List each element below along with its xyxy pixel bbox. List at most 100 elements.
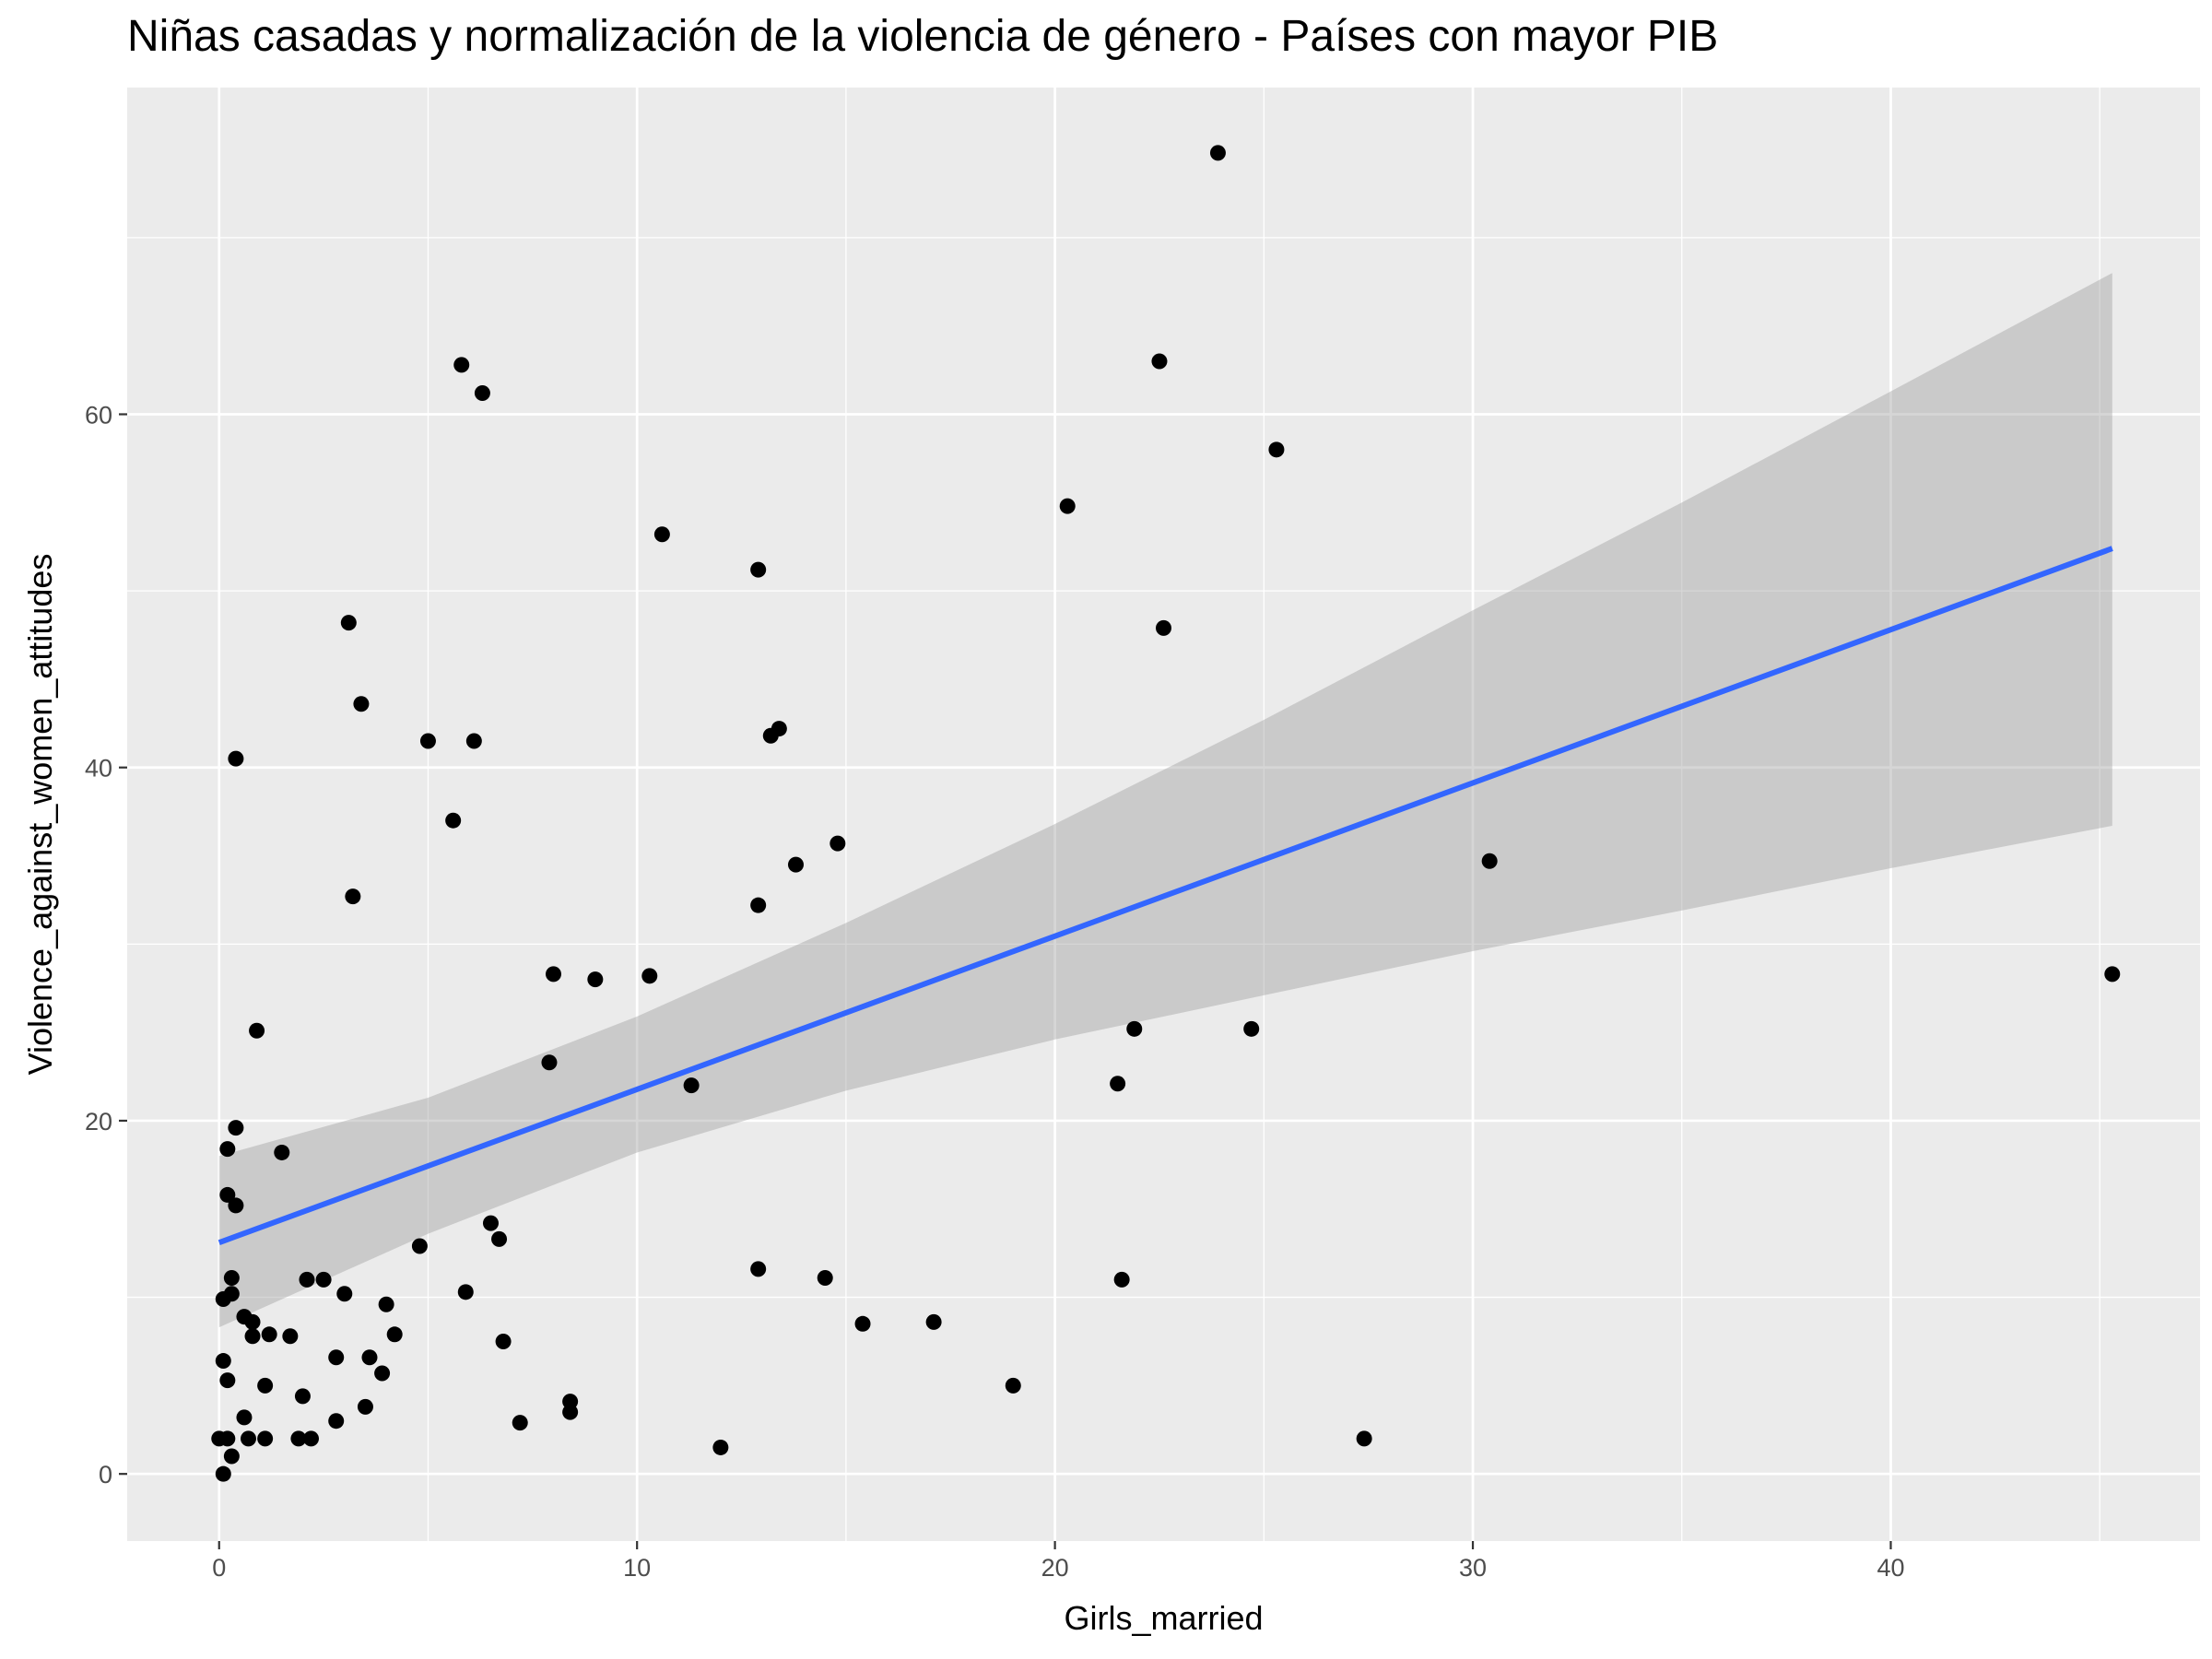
data-points [211,145,2121,1482]
data-point [345,888,361,905]
data-point [465,733,482,749]
data-point [219,1141,236,1158]
data-point [378,1296,394,1312]
data-point [294,1388,311,1405]
y-tick-label: 60 [85,401,112,429]
data-point [228,750,244,767]
data-point [453,357,470,373]
data-point [257,1377,274,1394]
data-point [457,1284,474,1300]
data-point [750,1261,767,1277]
data-point [1005,1377,1021,1394]
data-point [215,1465,231,1482]
data-point [641,968,658,984]
data-point [219,1186,236,1203]
data-point [223,1448,240,1465]
data-point [386,1326,403,1343]
data-point [1268,441,1285,458]
data-point [830,835,846,852]
minor-gridlines [127,88,2200,1541]
data-point [299,1271,315,1288]
data-point [712,1439,729,1455]
data-point [683,1077,700,1094]
data-point [357,1398,373,1415]
data-point [215,1353,231,1370]
data-point [1059,498,1076,514]
data-point [2104,966,2121,982]
data-point [353,696,370,712]
data-point [228,1120,244,1136]
data-point [653,526,670,543]
data-point [587,971,604,988]
confidence-ribbon [218,273,2112,1328]
data-point [854,1315,871,1332]
data-point [374,1365,391,1382]
data-point [495,1333,512,1349]
trend-line [218,546,2113,1245]
data-point [562,1394,579,1410]
data-point [1209,145,1226,161]
data-point [474,384,490,401]
x-axis-ticks: 0 10 20 30 40 [212,1541,1904,1582]
data-point [925,1313,942,1330]
y-tick-label: 40 [85,755,112,782]
data-point [817,1269,833,1286]
data-point [328,1349,345,1366]
x-tick-label: 20 [1041,1554,1069,1582]
data-point [541,1054,558,1071]
data-point [1126,1020,1143,1037]
data-point [545,966,561,982]
y-tick-label: 20 [85,1108,112,1135]
data-point [240,1430,256,1447]
data-point [1110,1076,1126,1092]
data-point [1356,1430,1372,1447]
data-point [219,1430,236,1447]
data-point [361,1349,378,1366]
data-point [257,1430,274,1447]
y-axis-ticks: 0 20 40 60 [85,401,127,1488]
data-point [274,1144,290,1160]
x-tick-label: 30 [1459,1554,1487,1582]
data-point [787,856,804,873]
data-point [282,1328,299,1345]
data-point [303,1430,320,1447]
data-point [315,1271,332,1288]
data-point [219,1372,236,1389]
x-tick-label: 0 [212,1554,226,1582]
data-point [445,812,462,829]
x-tick-label: 40 [1877,1554,1904,1582]
data-point [244,1313,261,1330]
data-point [261,1326,277,1343]
data-point [419,733,436,749]
data-point [1113,1271,1130,1288]
data-point [223,1269,240,1286]
data-point [1481,853,1498,869]
data-point [512,1415,528,1431]
major-gridlines [127,88,2200,1541]
data-point [1243,1020,1260,1037]
x-tick-label: 10 [623,1554,651,1582]
plot-panel [127,88,2200,1541]
x-axis-title: Girls_married [1064,1599,1263,1637]
data-point [1151,353,1168,370]
data-point [491,1230,508,1247]
y-axis-title: Violence_against_women_attitudes [21,554,59,1076]
data-point [1156,619,1171,636]
data-point [750,561,767,578]
data-point [771,721,787,737]
data-point [236,1409,253,1426]
data-point [228,1197,244,1214]
data-point [340,615,357,631]
data-point [290,1430,307,1447]
y-tick-label: 0 [99,1461,112,1488]
data-point [336,1286,353,1302]
data-point [482,1215,499,1231]
data-point [750,897,767,913]
data-point [411,1238,428,1254]
chart-title: Niñas casadas y normalización de la viol… [127,12,1719,61]
data-point [223,1286,240,1302]
data-point [328,1413,345,1430]
data-point [244,1328,261,1345]
data-point [249,1022,265,1039]
